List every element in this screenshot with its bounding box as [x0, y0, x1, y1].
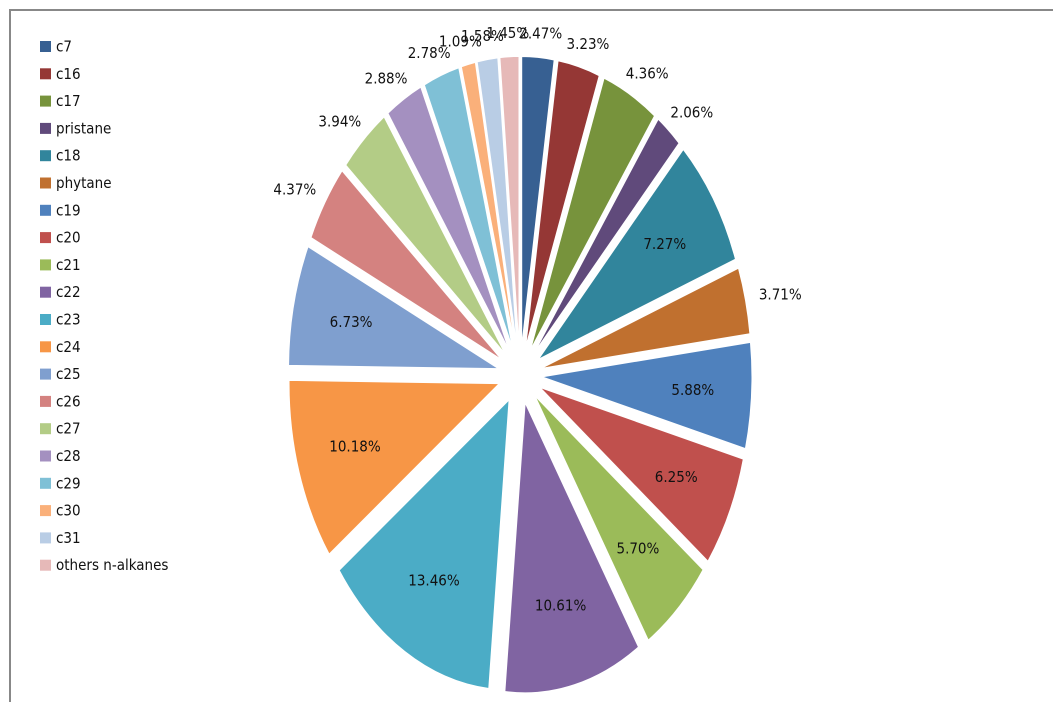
legend-label: c27: [56, 420, 81, 438]
pie-slice: [521, 55, 555, 347]
legend-label: c30: [56, 502, 81, 520]
legend-swatch: [40, 286, 51, 298]
pie-slice: [288, 245, 501, 370]
legend-label: c22: [56, 283, 81, 301]
data-label: 6.25%: [655, 468, 698, 486]
data-label: 13.46%: [408, 572, 460, 590]
legend-label: c23: [56, 311, 81, 329]
legend-swatch: [40, 423, 51, 435]
legend-label: pristane: [56, 119, 111, 137]
pie-slice: [541, 341, 753, 450]
data-label: 1.58%: [461, 27, 504, 45]
legend-label: c16: [56, 65, 81, 83]
legend-label: c18: [56, 147, 81, 165]
data-label: 1.45%: [486, 24, 529, 42]
legend-label: c7: [56, 38, 72, 56]
legend-label: c21: [56, 256, 81, 274]
pie-slice: [541, 267, 751, 369]
legend-label: c24: [56, 338, 81, 356]
data-label: 1.09%: [439, 32, 482, 50]
pie-slice: [529, 77, 656, 351]
data-label: 5.88%: [671, 381, 714, 399]
legend-swatch: [40, 177, 51, 189]
legend-swatch: [40, 450, 51, 462]
chart-frame: [9, 9, 1053, 702]
pie-slice: [534, 395, 704, 641]
data-label: 10.61%: [535, 596, 587, 614]
pie-slice: [533, 118, 680, 354]
pie-slice: [476, 57, 518, 347]
data-label: 3.71%: [759, 286, 802, 304]
legend-swatch: [40, 505, 51, 517]
data-label: 4.37%: [273, 181, 316, 199]
pie-slice: [387, 86, 510, 351]
data-label: 5.70%: [616, 539, 659, 557]
data-label: 2.47%: [519, 25, 562, 43]
data-label: 3.23%: [567, 35, 610, 53]
legend-label: c20: [56, 229, 81, 247]
legend-label: c25: [56, 365, 81, 383]
data-label: 6.73%: [330, 313, 373, 331]
legend-swatch: [40, 68, 51, 80]
data-label: 4.36%: [626, 65, 669, 83]
pie-slice: [539, 386, 744, 563]
pie-slice: [345, 116, 506, 355]
legend-label: c28: [56, 447, 81, 465]
legend-swatch: [40, 122, 51, 134]
legend-label: c29: [56, 474, 81, 492]
legend-swatch: [40, 95, 51, 107]
legend-label: phytane: [56, 174, 112, 192]
data-label: 2.78%: [408, 44, 451, 62]
pie-slice: [504, 402, 640, 694]
legend-swatch: [40, 314, 51, 325]
legend-label: c31: [56, 529, 81, 547]
legend-label: c26: [56, 392, 81, 410]
legend-swatch: [40, 477, 51, 489]
pie-slice: [310, 169, 502, 360]
legend-swatch: [40, 41, 51, 52]
pie-slice: [423, 67, 514, 349]
legend-swatch: [40, 559, 51, 571]
legend-swatch: [40, 368, 51, 380]
pie-slice: [460, 61, 516, 348]
pie-slice: [499, 55, 520, 347]
pie-slice: [288, 379, 501, 555]
data-label: 10.18%: [329, 438, 381, 456]
legend-swatch: [40, 395, 51, 407]
legend-swatch: [40, 232, 51, 244]
pie-slice: [338, 398, 510, 690]
legend-swatch: [40, 259, 51, 271]
data-label: 7.27%: [643, 235, 686, 253]
legend-swatch: [40, 150, 51, 162]
legend-swatch: [40, 532, 51, 544]
data-label: 2.88%: [365, 70, 408, 88]
pie-slice: [525, 60, 600, 348]
legend-swatch: [40, 204, 51, 216]
legend-label: c17: [56, 92, 81, 110]
data-label: 2.06%: [670, 103, 713, 121]
legend-swatch: [40, 341, 51, 353]
legend-label: others n-alkanes: [56, 556, 168, 574]
legend-label: c19: [56, 201, 81, 219]
data-label: 3.94%: [318, 113, 361, 131]
pie-slice: [537, 148, 737, 360]
